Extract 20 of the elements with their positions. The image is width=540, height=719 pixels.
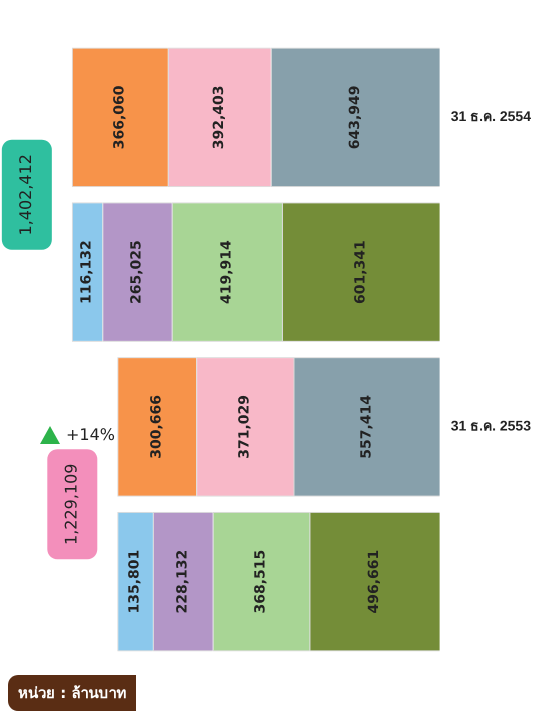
data-label: 116,132 (78, 240, 95, 304)
text: หน่วย : ล้านบาท (8, 675, 136, 711)
y-tick-label: 31 ธ.ค. 2554 (450, 108, 532, 124)
data-label: 601,341 (352, 240, 368, 304)
total-label: 1,402,412 (16, 154, 35, 236)
data-label: 496,661 (366, 550, 382, 614)
annotation: +14% (66, 425, 115, 444)
data-label: 392,403 (210, 85, 227, 150)
data-label: 366,060 (111, 85, 128, 150)
data-label: 371,029 (236, 394, 252, 459)
data-label: 643,949 (346, 85, 363, 150)
data-label: 557,414 (358, 394, 374, 459)
data-label: 300,666 (148, 394, 164, 459)
data-label: 368,515 (252, 550, 269, 614)
data-label: 419,914 (218, 240, 235, 304)
y-tick-label: 31 ธ.ค. 2553 (450, 418, 532, 434)
data-label: 228,132 (174, 550, 190, 614)
total-label: 1,229,109 (61, 464, 80, 545)
data-label: 265,025 (128, 240, 145, 304)
data-label: 135,801 (126, 550, 143, 614)
